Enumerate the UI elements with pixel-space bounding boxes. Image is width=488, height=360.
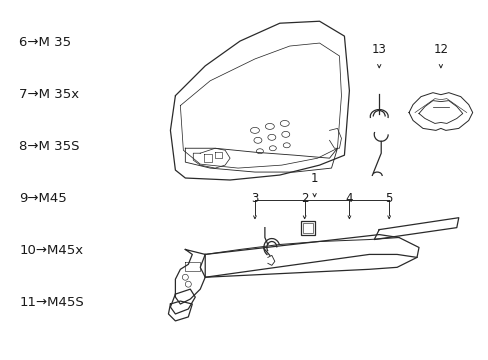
Text: 3: 3 bbox=[251, 192, 258, 205]
Text: 6→M 35: 6→M 35 bbox=[19, 36, 71, 49]
Text: 2: 2 bbox=[300, 192, 308, 205]
Text: 7→M 35x: 7→M 35x bbox=[19, 88, 79, 101]
Text: 13: 13 bbox=[371, 43, 386, 56]
Text: 11→M45S: 11→M45S bbox=[19, 296, 84, 309]
Text: 9→M45: 9→M45 bbox=[19, 192, 67, 205]
Text: 1: 1 bbox=[310, 172, 318, 185]
Bar bbox=[300, 221, 314, 235]
Text: 5: 5 bbox=[385, 192, 392, 205]
Text: 10→M45x: 10→M45x bbox=[19, 244, 83, 257]
Text: 12: 12 bbox=[432, 43, 447, 56]
Text: 4: 4 bbox=[345, 192, 352, 205]
Text: 8→M 35S: 8→M 35S bbox=[19, 140, 80, 153]
Bar bbox=[302, 223, 312, 233]
